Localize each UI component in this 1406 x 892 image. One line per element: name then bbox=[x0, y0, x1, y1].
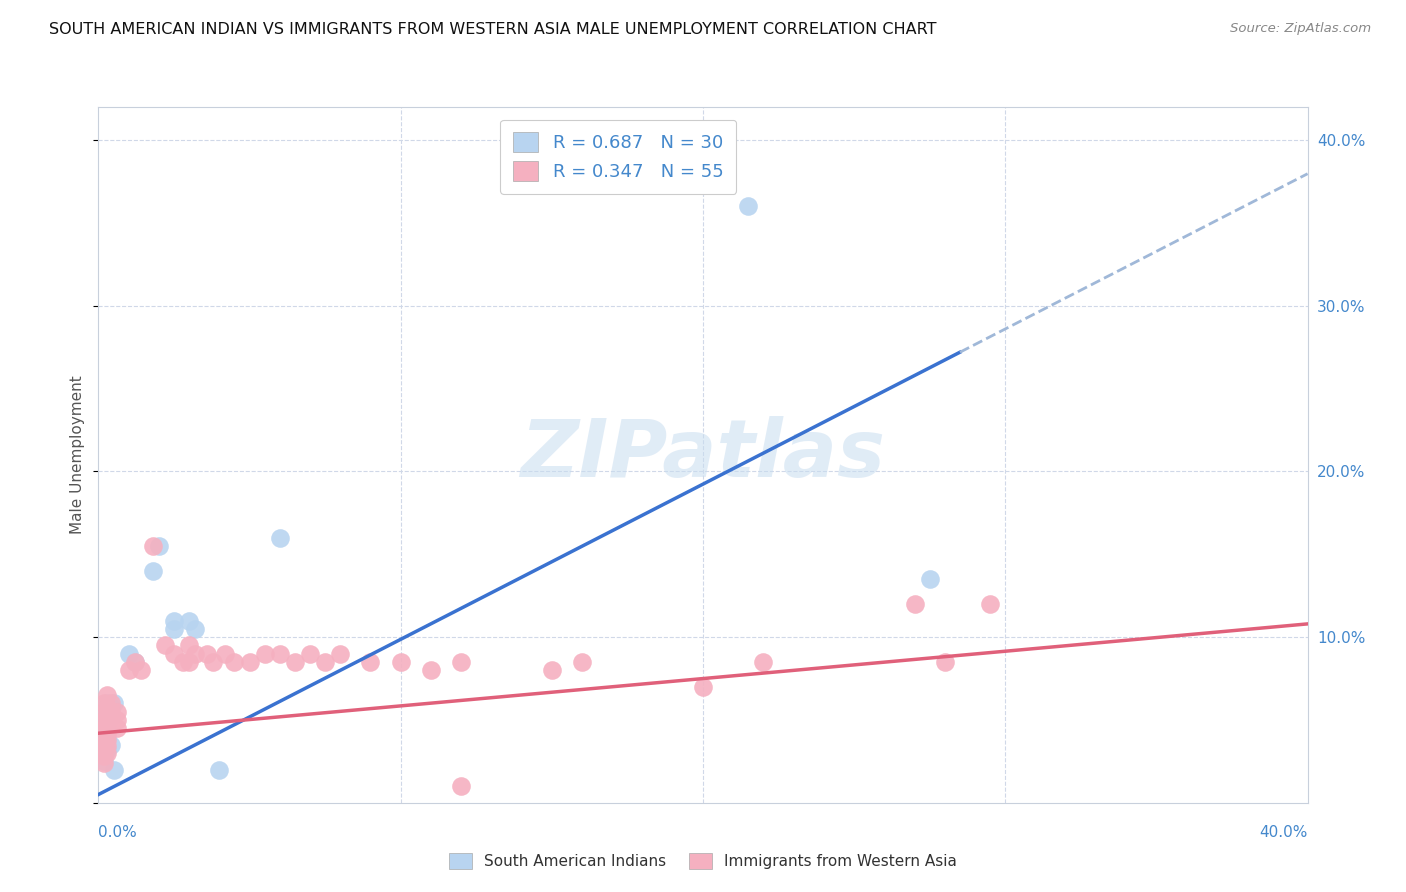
Point bbox=[93, 726, 115, 740]
Point bbox=[93, 713, 115, 727]
Point bbox=[100, 697, 122, 711]
Point bbox=[103, 763, 125, 777]
Legend: South American Indians, Immigrants from Western Asia: South American Indians, Immigrants from … bbox=[443, 847, 963, 875]
Text: 40.0%: 40.0% bbox=[1260, 825, 1308, 840]
Point bbox=[224, 655, 246, 669]
Point bbox=[96, 746, 118, 760]
Point bbox=[163, 647, 186, 661]
Point bbox=[129, 663, 152, 677]
Point bbox=[195, 647, 218, 661]
Point bbox=[105, 721, 128, 735]
Text: Source: ZipAtlas.com: Source: ZipAtlas.com bbox=[1230, 22, 1371, 36]
Point bbox=[96, 732, 118, 747]
Point bbox=[179, 639, 201, 653]
Point bbox=[96, 739, 118, 754]
Point bbox=[93, 755, 115, 769]
Point bbox=[184, 622, 207, 636]
Point bbox=[118, 647, 141, 661]
Point bbox=[450, 779, 472, 793]
Point bbox=[93, 721, 115, 735]
Point bbox=[752, 655, 775, 669]
Point bbox=[96, 743, 118, 757]
Point bbox=[93, 705, 115, 719]
Point bbox=[239, 655, 262, 669]
Point bbox=[93, 697, 115, 711]
Point bbox=[269, 647, 291, 661]
Point bbox=[93, 749, 115, 764]
Point bbox=[96, 699, 118, 714]
Legend: R = 0.687   N = 30, R = 0.347   N = 55: R = 0.687 N = 30, R = 0.347 N = 55 bbox=[501, 120, 737, 194]
Point bbox=[934, 655, 956, 669]
Point bbox=[179, 655, 201, 669]
Point bbox=[100, 713, 122, 727]
Point bbox=[93, 746, 115, 760]
Point bbox=[389, 655, 412, 669]
Point bbox=[93, 721, 115, 735]
Point bbox=[179, 614, 201, 628]
Point bbox=[105, 713, 128, 727]
Point bbox=[269, 531, 291, 545]
Y-axis label: Male Unemployment: Male Unemployment bbox=[70, 376, 86, 534]
Point bbox=[314, 655, 336, 669]
Point bbox=[148, 539, 170, 553]
Point bbox=[100, 705, 122, 719]
Point bbox=[172, 655, 194, 669]
Point bbox=[208, 763, 231, 777]
Point bbox=[96, 718, 118, 732]
Point bbox=[284, 655, 307, 669]
Point bbox=[96, 697, 118, 711]
Point bbox=[299, 647, 322, 661]
Point bbox=[450, 655, 472, 669]
Point bbox=[124, 655, 146, 669]
Point bbox=[93, 738, 115, 752]
Point bbox=[253, 647, 276, 661]
Point bbox=[103, 697, 125, 711]
Point bbox=[96, 730, 118, 744]
Point bbox=[184, 647, 207, 661]
Point bbox=[142, 539, 165, 553]
Point bbox=[100, 699, 122, 714]
Point bbox=[93, 738, 115, 752]
Point bbox=[979, 597, 1001, 611]
Point bbox=[93, 732, 115, 747]
Point bbox=[142, 564, 165, 578]
Point bbox=[420, 663, 443, 677]
Point bbox=[118, 663, 141, 677]
Point bbox=[540, 663, 562, 677]
Text: 0.0%: 0.0% bbox=[98, 825, 138, 840]
Point bbox=[904, 597, 927, 611]
Point bbox=[360, 655, 382, 669]
Point bbox=[93, 732, 115, 747]
Point bbox=[163, 622, 186, 636]
Point bbox=[329, 647, 352, 661]
Text: ZIPatlas: ZIPatlas bbox=[520, 416, 886, 494]
Point bbox=[96, 726, 118, 740]
Point bbox=[96, 705, 118, 719]
Point bbox=[571, 655, 593, 669]
Point bbox=[93, 726, 115, 740]
Point bbox=[163, 614, 186, 628]
Point bbox=[93, 713, 115, 727]
Point bbox=[918, 572, 941, 586]
Point bbox=[124, 655, 146, 669]
Point bbox=[105, 705, 128, 719]
Point bbox=[214, 647, 236, 661]
Point bbox=[100, 738, 122, 752]
Text: SOUTH AMERICAN INDIAN VS IMMIGRANTS FROM WESTERN ASIA MALE UNEMPLOYMENT CORRELAT: SOUTH AMERICAN INDIAN VS IMMIGRANTS FROM… bbox=[49, 22, 936, 37]
Point bbox=[96, 688, 118, 702]
Point bbox=[93, 756, 115, 770]
Point bbox=[737, 199, 759, 213]
Point bbox=[692, 680, 714, 694]
Point bbox=[96, 716, 118, 731]
Point bbox=[96, 709, 118, 723]
Point bbox=[93, 743, 115, 757]
Point bbox=[100, 709, 122, 723]
Point bbox=[202, 655, 225, 669]
Point bbox=[93, 705, 115, 719]
Point bbox=[153, 639, 176, 653]
